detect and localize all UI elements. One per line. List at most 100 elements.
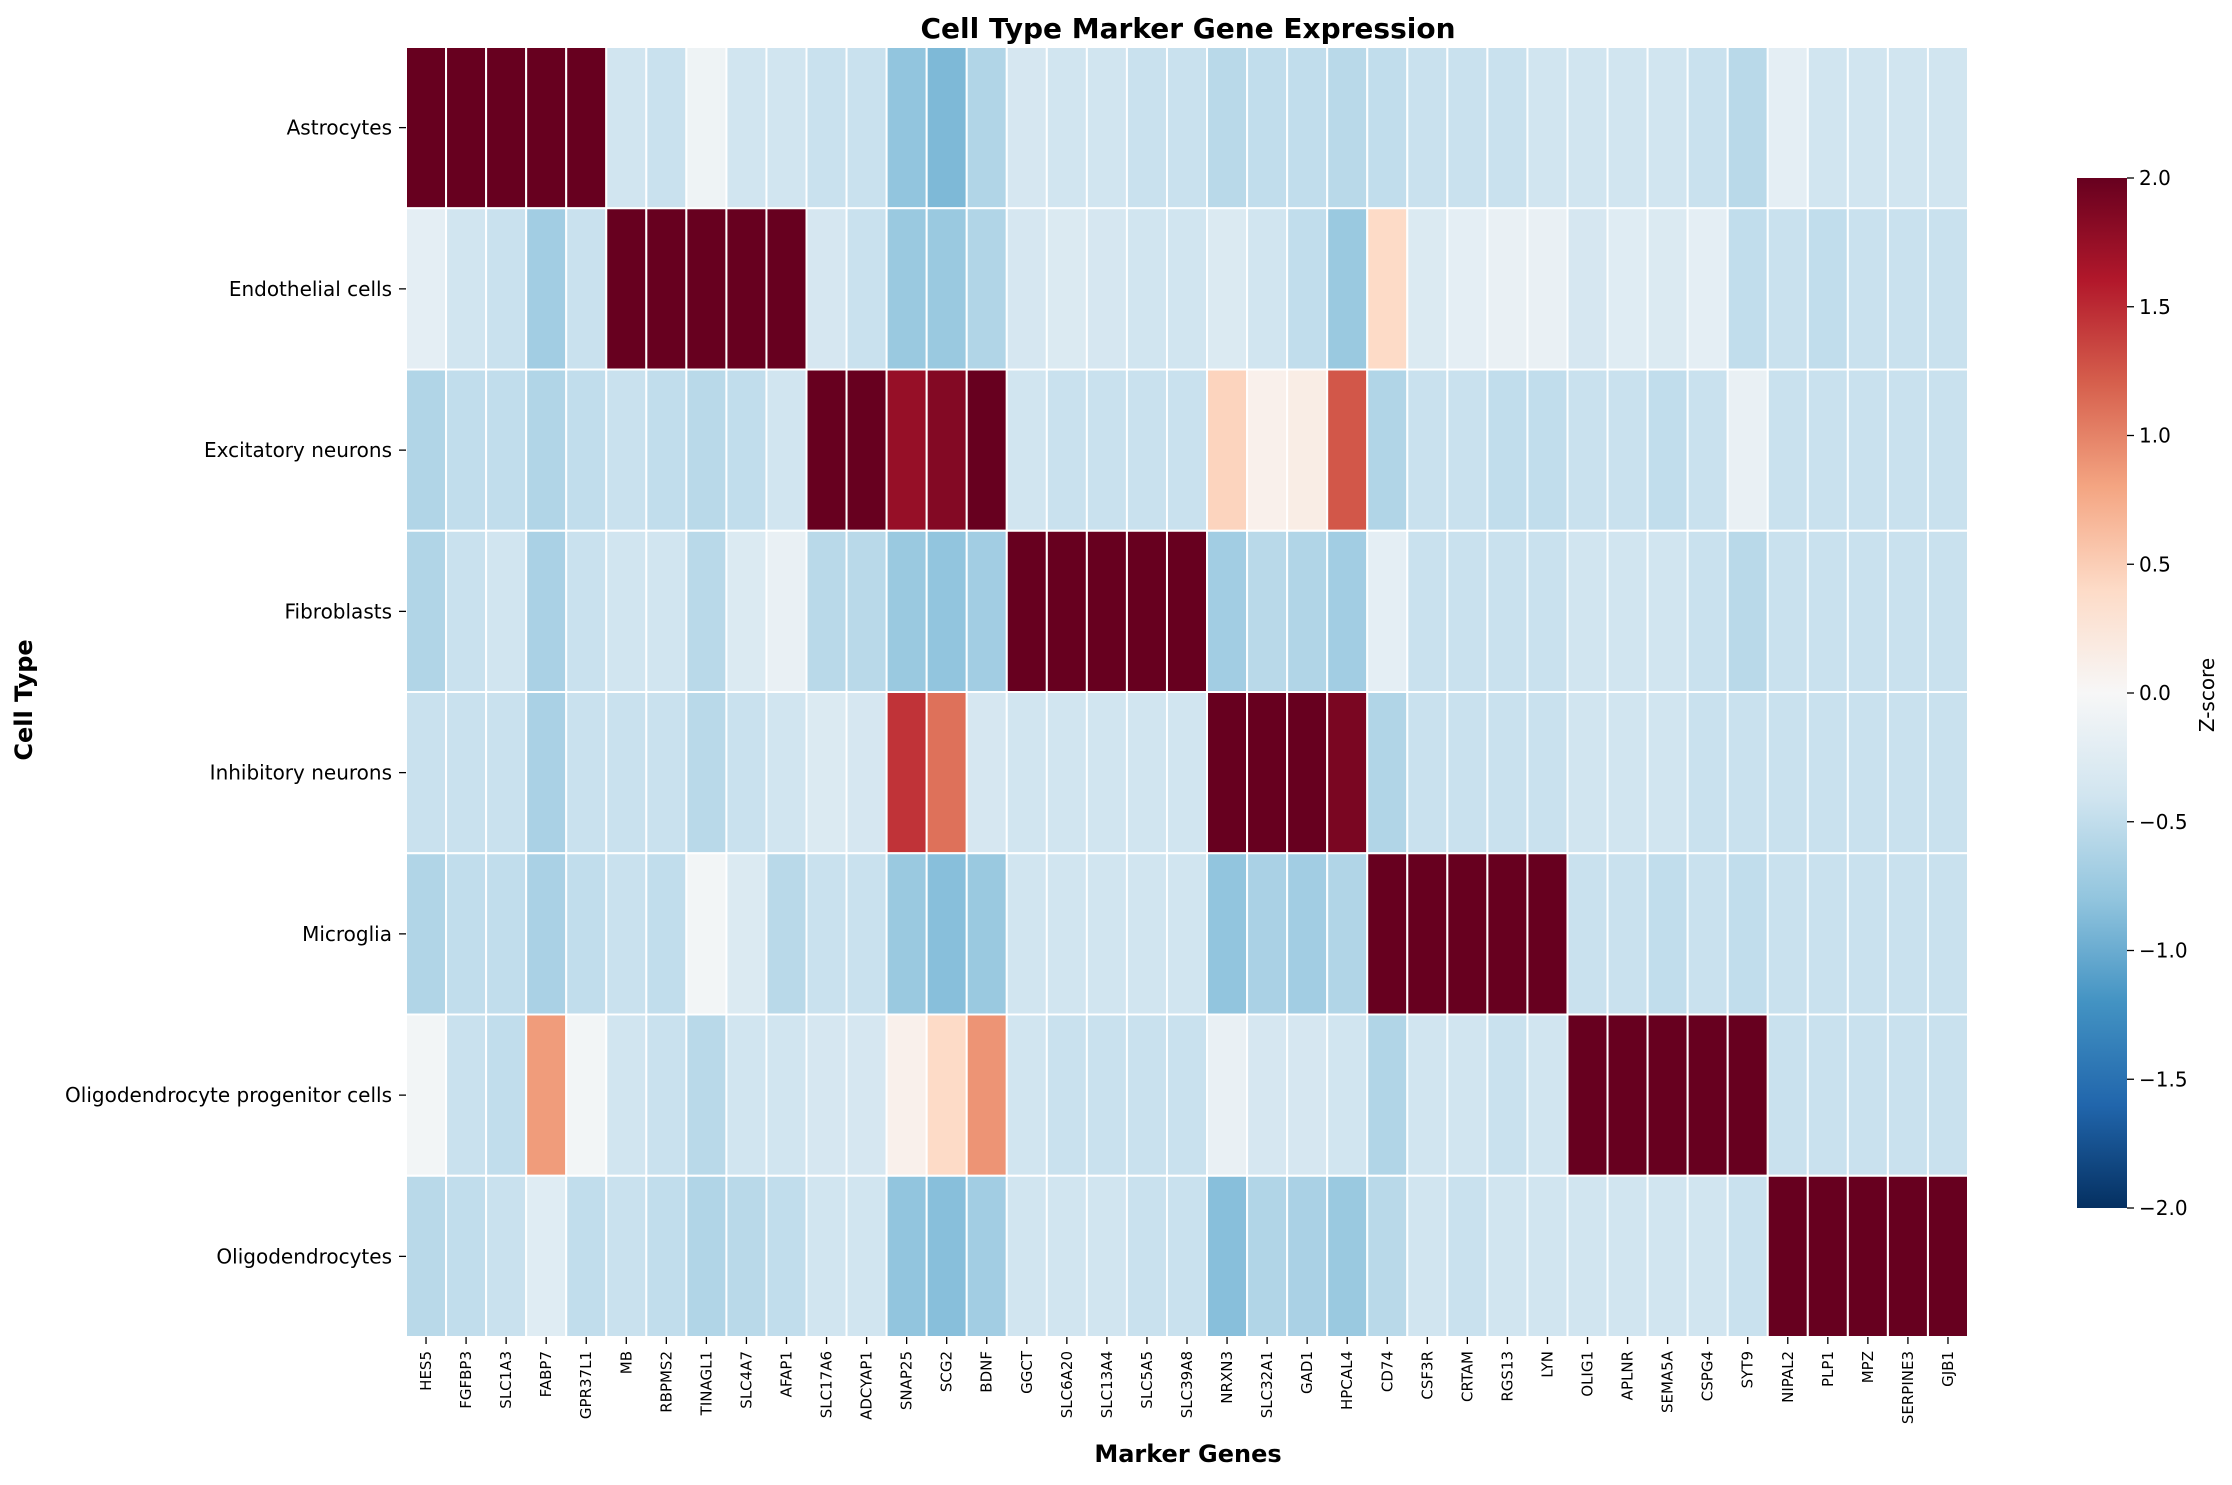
heatmap-cell [1566,207,1609,371]
heatmap-cell [1366,1013,1409,1177]
heatmap-cell [605,368,648,532]
heatmap-cell [885,207,928,371]
heatmap-cell [1886,368,1929,532]
heatmap-cell [1486,207,1529,371]
heatmap-cell [925,1174,968,1338]
heatmap-cell [485,1013,528,1177]
heatmap-cell [1045,1013,1088,1177]
heatmap-cell [685,368,728,532]
heatmap-cell [805,852,848,1016]
heatmap-cell [965,368,1008,532]
colorbar-gradient [2077,178,2127,1208]
heatmap-cell [1606,207,1649,371]
heatmap-cell [1766,691,1809,855]
heatmap-cell [1366,691,1409,855]
heatmap-cell [1045,1174,1088,1338]
heatmap-cell [1926,852,1970,1016]
heatmap-cell [1366,852,1409,1016]
heatmap-cell [1806,368,1849,532]
x-tick-label: SLC13A4 [1098,1351,1116,1418]
heatmap-cell [1085,852,1128,1016]
heatmap-cell [1846,1013,1889,1177]
heatmap-cell [1326,1174,1369,1338]
x-tick-label: FABP7 [537,1351,555,1397]
colorbar-tick-label: 0.0 [2139,681,2171,705]
heatmap-cell [885,529,928,693]
heatmap-cell [965,46,1008,210]
heatmap-cell [525,1174,568,1338]
heatmap-cell [1246,46,1289,210]
heatmap-cell [1406,368,1449,532]
heatmap-cell [805,1174,848,1338]
heatmap-cell [765,368,808,532]
heatmap-cell [1566,529,1609,693]
y-axis-label: Cell Type [10,639,38,760]
x-tick-label: SLC1A3 [497,1351,515,1409]
heatmap-cell [965,207,1008,371]
heatmap-cell [565,46,608,210]
heatmap-cell [1045,207,1088,371]
heatmap-cell [445,1013,488,1177]
heatmap-cell [565,529,608,693]
x-tick-label: SLC32A1 [1258,1351,1276,1418]
heatmap-cell [885,1174,928,1338]
colorbar-tick-label: −1.5 [2139,1067,2188,1091]
heatmap-cell [1526,1013,1569,1177]
heatmap-cell [1085,529,1128,693]
heatmap-cell [1206,46,1249,210]
heatmap-cell [565,1174,608,1338]
x-tick-label: HES5 [417,1351,435,1391]
y-tick-label: Oligodendrocytes [216,1244,392,1268]
x-tick-label: CD74 [1378,1351,1396,1392]
x-tick-label: APLNR [1619,1351,1637,1400]
heatmap-cell [1005,46,1048,210]
x-tick-label: PLP1 [1819,1351,1837,1387]
heatmap-cell [1646,1174,1689,1338]
heatmap-cell [405,207,448,371]
x-tick-label: HPCAL4 [1338,1351,1356,1410]
heatmap-cell [445,691,488,855]
heatmap-cell [485,691,528,855]
x-tick-label: FGFBP3 [457,1351,475,1409]
heatmap-cell [1085,368,1128,532]
heatmap-cell [405,691,448,855]
heatmap-cell [1005,1013,1048,1177]
heatmap-cell [1206,1174,1249,1338]
heatmap-cell [685,207,728,371]
heatmap-cell [1045,529,1088,693]
heatmap-cell [925,207,968,371]
x-tick-label: NIPAL2 [1779,1351,1797,1403]
heatmap-cell [645,46,688,210]
heatmap-cell [1686,1013,1729,1177]
heatmap-cell [1606,691,1649,855]
x-tick-label: SCG2 [938,1351,956,1392]
heatmap-cell [1526,852,1569,1016]
heatmap-cell [1446,529,1489,693]
heatmap-cell [1766,852,1809,1016]
heatmap-cell [1766,207,1809,371]
heatmap-cell [405,1013,448,1177]
heatmap-cell [485,1174,528,1338]
heatmap-cell [1606,529,1649,693]
heatmap-cell [805,46,848,210]
heatmap-cell [925,46,968,210]
x-tick-label: SLC4A7 [737,1351,755,1409]
heatmap-cell [605,1174,648,1338]
heatmap-cell [1926,691,1970,855]
heatmap-cell [1366,368,1409,532]
heatmap-cell [645,207,688,371]
heatmap-cell [1486,852,1529,1016]
x-tick-label: ADCYAP1 [858,1351,876,1420]
heatmap-cell [1606,46,1649,210]
heatmap-cell [1045,46,1088,210]
x-tick-label: GAD1 [1298,1351,1316,1394]
colorbar-tick-label: −0.5 [2139,810,2188,834]
heatmap-cell [845,852,888,1016]
heatmap-cell [1125,1174,1168,1338]
heatmap-cell [445,207,488,371]
heatmap-cell [1406,691,1449,855]
colorbar-tick-label: 0.5 [2139,552,2171,576]
heatmap-cell [1246,207,1289,371]
x-tick-label: AFAP1 [777,1351,795,1397]
